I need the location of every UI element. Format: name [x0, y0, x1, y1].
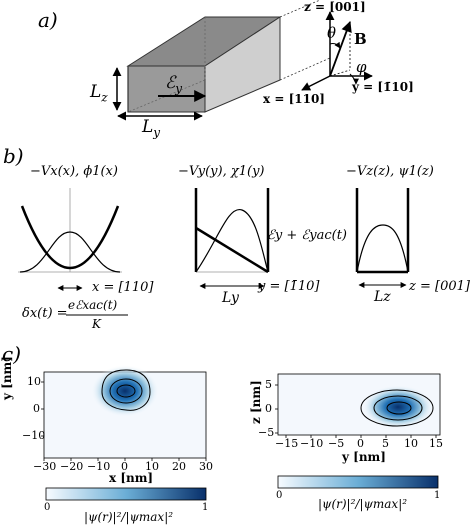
axis-x-label: x = [110]: [263, 92, 325, 106]
dim-ly-label: Ly: [142, 117, 161, 140]
b-vector-label: B: [354, 30, 367, 48]
left-xtick: 0: [121, 460, 128, 473]
right-contour-outer: [360, 389, 434, 427]
plot1-wavefunction: [19, 231, 121, 273]
plot2-title: −Vy(y), χ1(y): [178, 164, 265, 179]
theta-label: θ: [327, 24, 337, 42]
b-vector: [329, 20, 352, 77]
plot3-axis-label: z = [001]: [409, 279, 470, 294]
plot2-field-label: ℰy + ℰyac(t): [267, 228, 347, 243]
plot1-title: −Vx(x), ϕ1(x): [30, 164, 118, 179]
left-contour-inner: [116, 384, 136, 398]
plot3-wavefunction: [356, 224, 409, 273]
right-xtick: −10: [300, 437, 324, 450]
phi-label: φ: [356, 58, 367, 76]
right-cbar-min: 0: [276, 490, 283, 501]
left-xtick: −10: [87, 460, 111, 473]
formula-numerator: eℰxac(t): [68, 298, 118, 312]
right-xtick: −15: [275, 437, 299, 450]
plot1-potential: [20, 205, 120, 269]
panel-c-label: c): [2, 342, 22, 366]
right-colorbar: [277, 475, 439, 489]
right-xtick: 5: [382, 437, 389, 450]
left-xtick: 10: [145, 460, 159, 473]
left-ytick: 0: [33, 402, 40, 415]
plot2-width-label: Ly: [222, 290, 239, 306]
left-ytick: −10: [22, 429, 46, 442]
plot2-potential: [195, 226, 269, 274]
right-xtick: 0: [357, 437, 364, 450]
dim-lz-label: Lz: [90, 82, 108, 105]
panel-b-label: b): [3, 144, 24, 168]
right-ytick: −5: [258, 426, 275, 439]
left-ytick: 10: [27, 375, 41, 388]
left-colorbar: [45, 487, 207, 501]
right-xlabel: y [nm]: [342, 450, 386, 464]
left-cbar-label: |ψ(r)|²/|ψmax|²: [84, 510, 174, 524]
field-label: ℰy: [165, 73, 183, 96]
right-xtick: −5: [328, 437, 345, 450]
right-ytick: 5: [265, 378, 272, 391]
left-xlabel: x [nm]: [109, 471, 154, 485]
right-contour-inner: [386, 401, 412, 415]
plot3-width-label: Lz: [374, 289, 391, 305]
plot1-axis-label: x = [110]: [92, 280, 154, 295]
axis-y-label: y = [1̄10]: [352, 80, 414, 94]
right-map-density: [362, 385, 434, 429]
right-contour-mid: [373, 395, 423, 421]
left-cbar-min: 0: [44, 502, 51, 513]
right-xtick: 15: [429, 437, 443, 450]
right-ylabel: z [nm]: [249, 380, 263, 424]
plot3-title: −Vz(z), ψ1(z): [346, 164, 434, 179]
x-axis: [301, 75, 331, 91]
left-xtick: 20: [172, 460, 186, 473]
left-xtick: 30: [199, 460, 213, 473]
left-xtick: −30: [33, 460, 57, 473]
plot2-wavefunction: [195, 209, 269, 273]
left-cbar-max: 1: [202, 502, 209, 513]
left-map-density: [91, 365, 159, 417]
left-ylabel: y [nm]: [0, 356, 14, 400]
right-xtick: 10: [404, 437, 418, 450]
right-cbar-max: 1: [434, 490, 441, 501]
left-contour-outer: [101, 369, 151, 411]
left-contour-mid: [109, 378, 143, 404]
left-xtick: −20: [60, 460, 84, 473]
formula-lhs: δx(t) =: [22, 306, 68, 321]
right-ytick: 0: [265, 402, 272, 415]
right-cbar-label: |ψ(r)|²/|ψmax|²: [318, 497, 408, 511]
axis-z-label: z = [001]: [304, 0, 366, 14]
formula-denominator: K: [92, 317, 101, 331]
plot2-axis-label: y = [1̄10]: [258, 279, 320, 294]
panel-a-label: a): [38, 8, 58, 32]
